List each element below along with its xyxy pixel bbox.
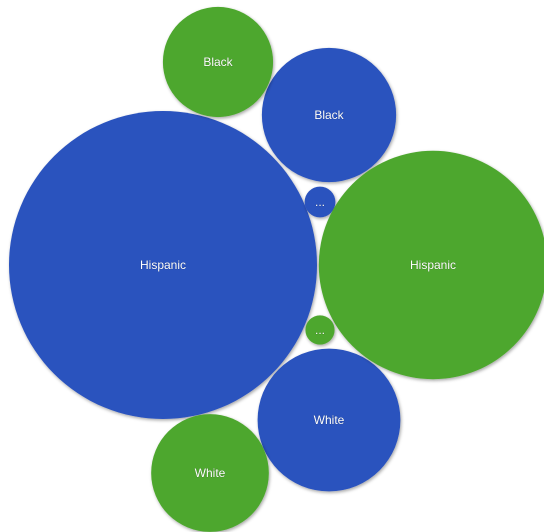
bubble-label-black-1: Black bbox=[314, 108, 344, 122]
bubble-black-2[interactable] bbox=[162, 6, 274, 118]
bubble-label-other-1: ... bbox=[315, 195, 325, 209]
bubbles-layer: Hispanic Black White... Hispanic Black White.… bbox=[9, 6, 544, 532]
bubble-white-1[interactable] bbox=[257, 348, 401, 492]
bubble-white-2[interactable] bbox=[151, 414, 269, 532]
bubble-label-hispanic-2: Hispanic bbox=[410, 258, 456, 272]
bubble-label-white-1: White bbox=[314, 413, 345, 427]
bubble-other-1[interactable] bbox=[304, 186, 336, 218]
bubble-label-other-2: ... bbox=[315, 323, 325, 337]
bubble-other-2[interactable] bbox=[305, 315, 335, 345]
bubble-black-1[interactable] bbox=[261, 47, 397, 183]
bubble-label-hispanic-1: Hispanic bbox=[140, 258, 186, 272]
bubble-hispanic-1[interactable] bbox=[9, 111, 317, 419]
bubble-label-black-2: Black bbox=[203, 55, 233, 69]
bubble-label-white-2: White bbox=[195, 466, 226, 480]
bubble-hispanic-2[interactable] bbox=[318, 150, 544, 380]
